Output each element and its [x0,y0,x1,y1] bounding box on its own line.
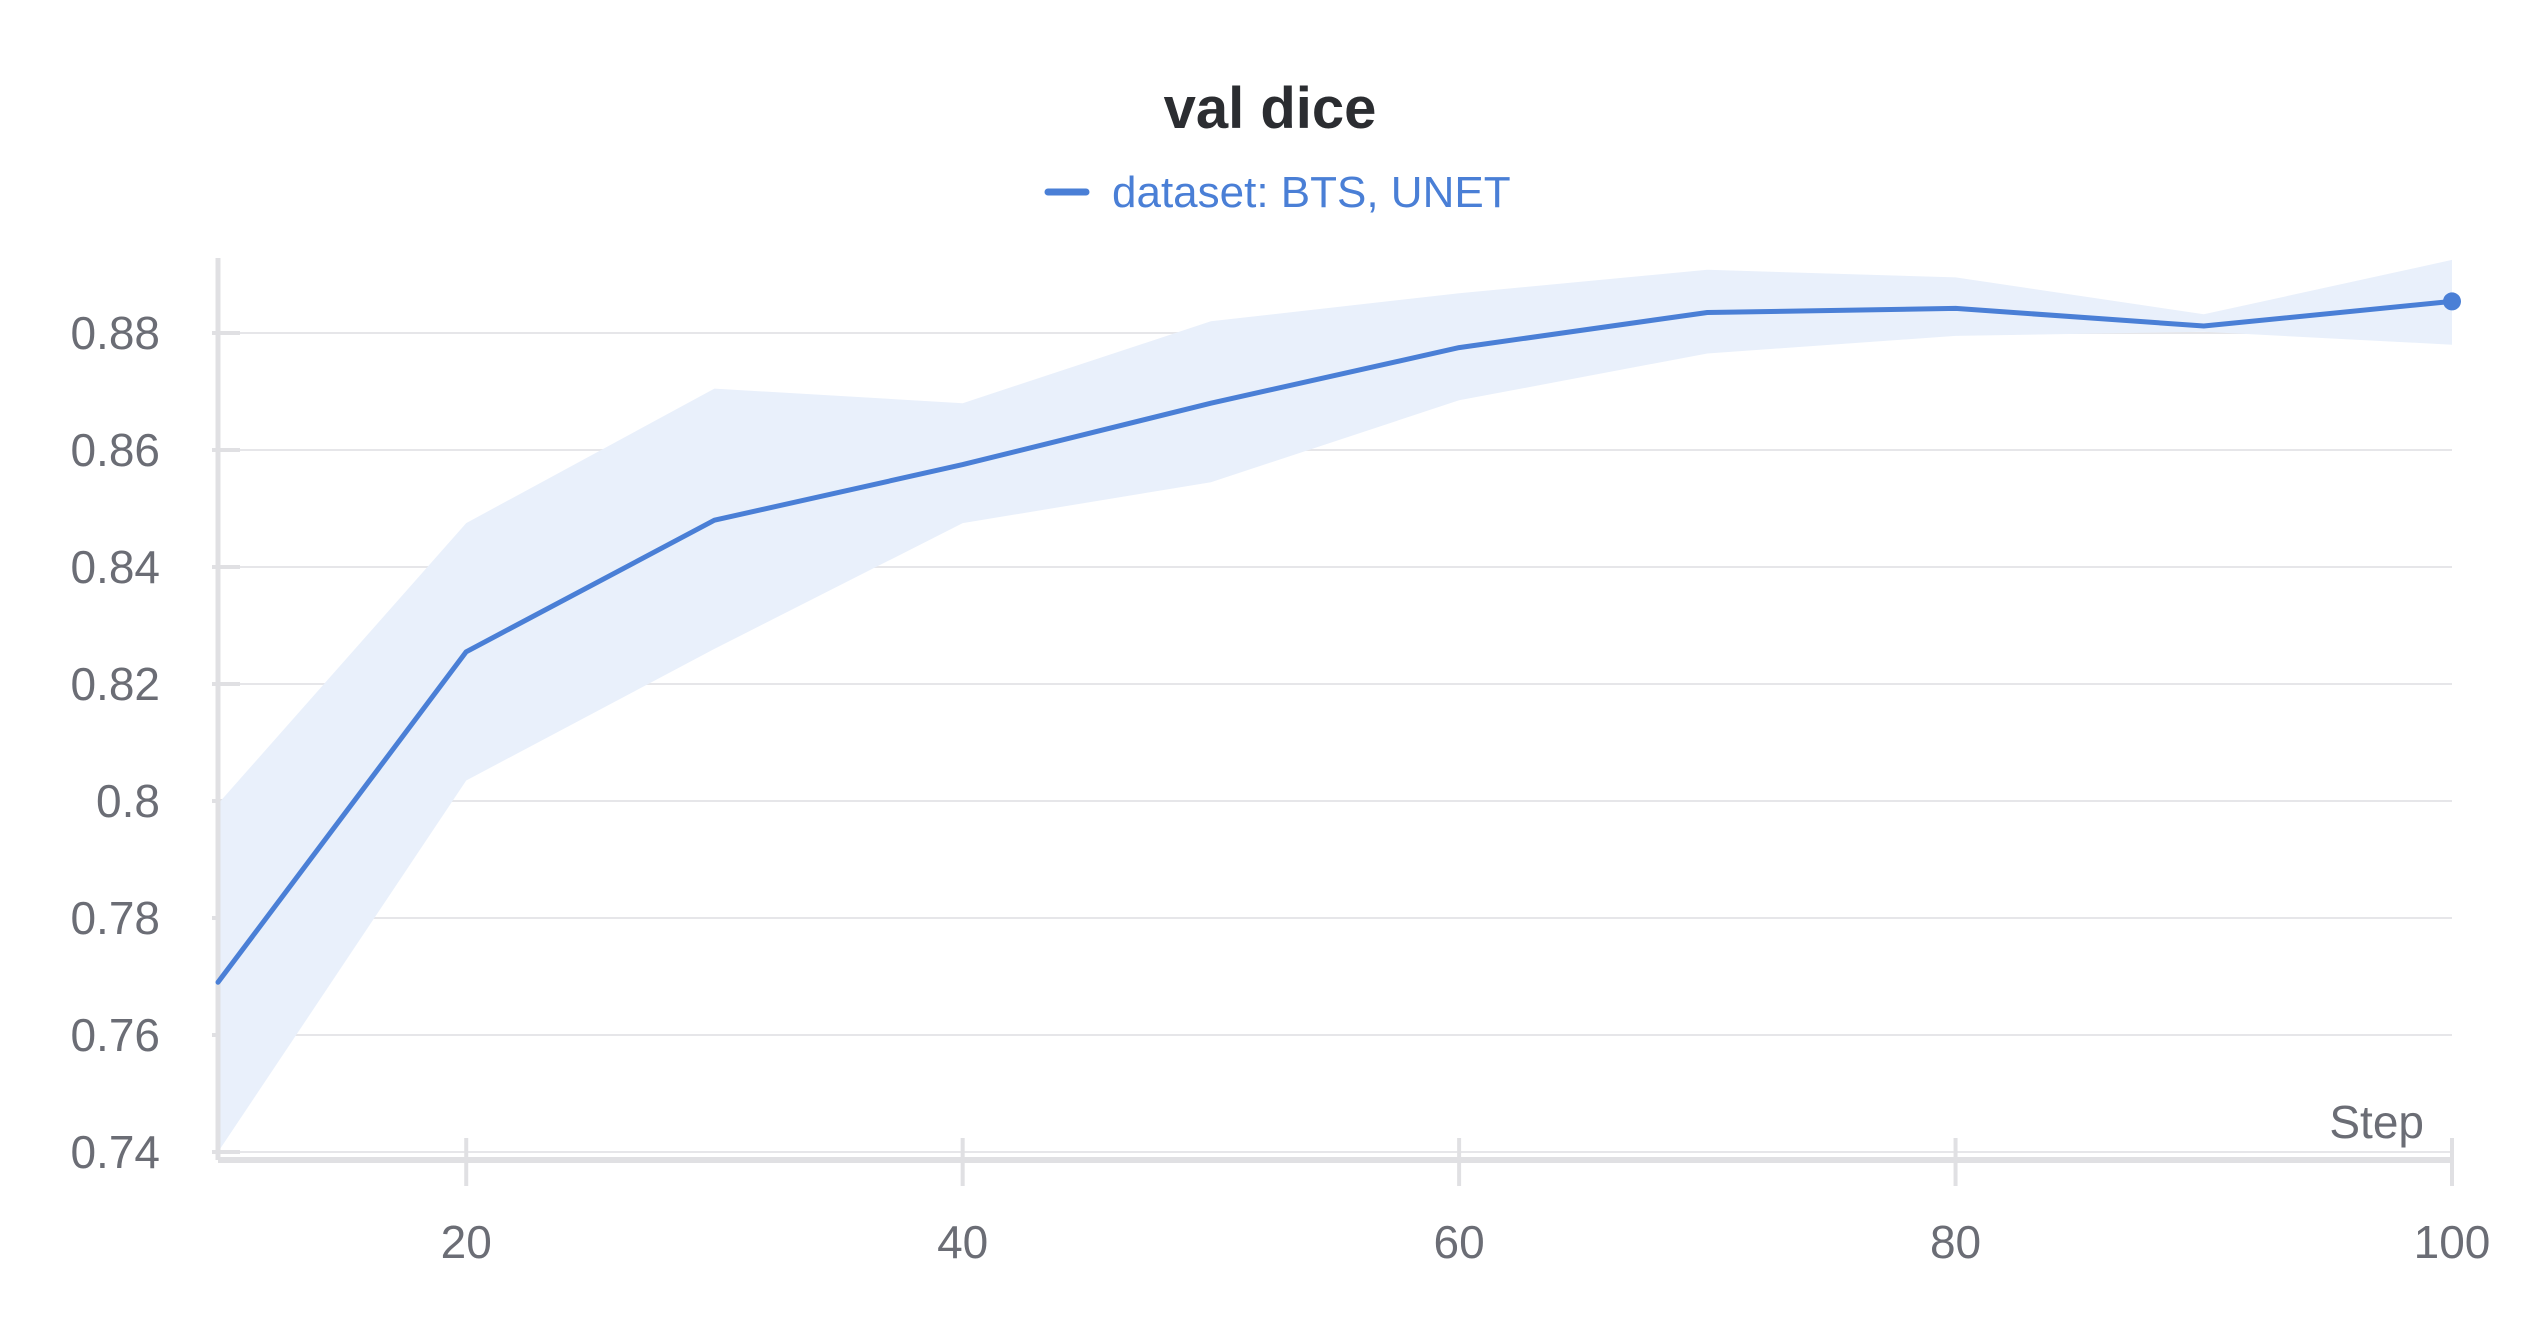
y-tick-label: 0.82 [70,658,160,710]
y-tick-label: 0.74 [70,1126,160,1178]
x-tick-label: 60 [1434,1216,1485,1268]
series-end-point [2443,292,2461,311]
y-tick-label: 0.84 [70,541,160,593]
y-tick-label: 0.78 [70,892,160,944]
legend[interactable]: dataset: BTS, UNET [1044,168,1511,217]
y-tick-label: 0.76 [70,1009,160,1061]
confidence-band [218,259,2452,1152]
series-line [215,298,2455,985]
y-tick-labels: 0.74 0.76 0.78 0.8 0.82 0.84 0.86 0.88 [70,307,160,1178]
x-tick-label: 100 [2414,1216,2491,1268]
legend-label: dataset: BTS, UNET [1112,168,1511,217]
x-tick-label: 20 [441,1216,492,1268]
grid-lines [212,331,2452,1154]
chart-title: val dice [1164,76,1377,141]
x-tick-labels: 20 40 60 80 100 [441,1216,2491,1268]
axes [215,258,2454,1186]
confidence-band-layer [218,259,2452,1152]
y-tick-label: 0.88 [70,307,160,359]
x-axis-label: Step [2329,1096,2424,1148]
y-tick-label: 0.8 [96,775,160,827]
y-tick-label: 0.86 [70,424,160,476]
x-tick-label: 40 [937,1216,988,1268]
x-tick-label: 80 [1930,1216,1981,1268]
series-line-layer [215,292,2461,985]
